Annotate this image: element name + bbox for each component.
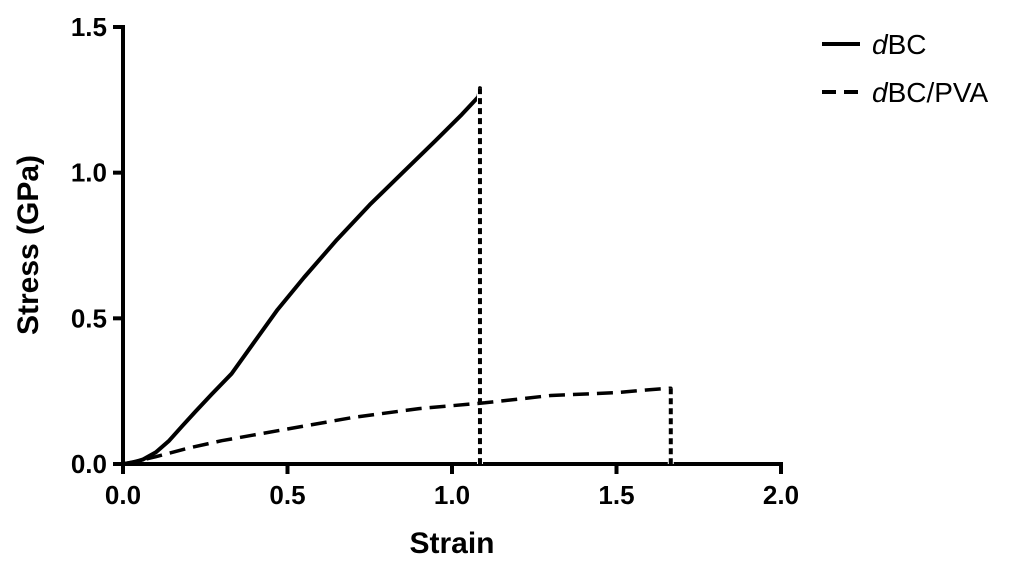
series-line-dbc xyxy=(122,86,482,466)
y-axis-title: Stress (GPa) xyxy=(12,155,45,335)
x-tick-label: 0.0 xyxy=(105,480,141,510)
x-tick-label: 2.0 xyxy=(763,480,799,510)
y-tick-label: 0.0 xyxy=(71,449,107,479)
y-tick-label: 1.0 xyxy=(71,158,107,188)
axes: 0.0 0.5 1.0 1.5 2.0 0.0 0.5 1.0 1.5 xyxy=(71,12,799,510)
x-axis-title: Strain xyxy=(409,527,494,560)
plot-area xyxy=(122,86,674,466)
y-tick-label: 0.5 xyxy=(71,303,107,333)
legend-label: dBC xyxy=(872,29,926,60)
series-line-dbc-pva xyxy=(122,386,673,466)
legend: dBC dBC/PVA xyxy=(822,29,989,108)
y-tick-label: 1.5 xyxy=(71,12,107,42)
x-tick-label: 1.5 xyxy=(598,480,634,510)
x-tick-label: 1.0 xyxy=(434,480,470,510)
legend-label: dBC/PVA xyxy=(872,77,989,108)
x-tick-label: 0.5 xyxy=(269,480,305,510)
